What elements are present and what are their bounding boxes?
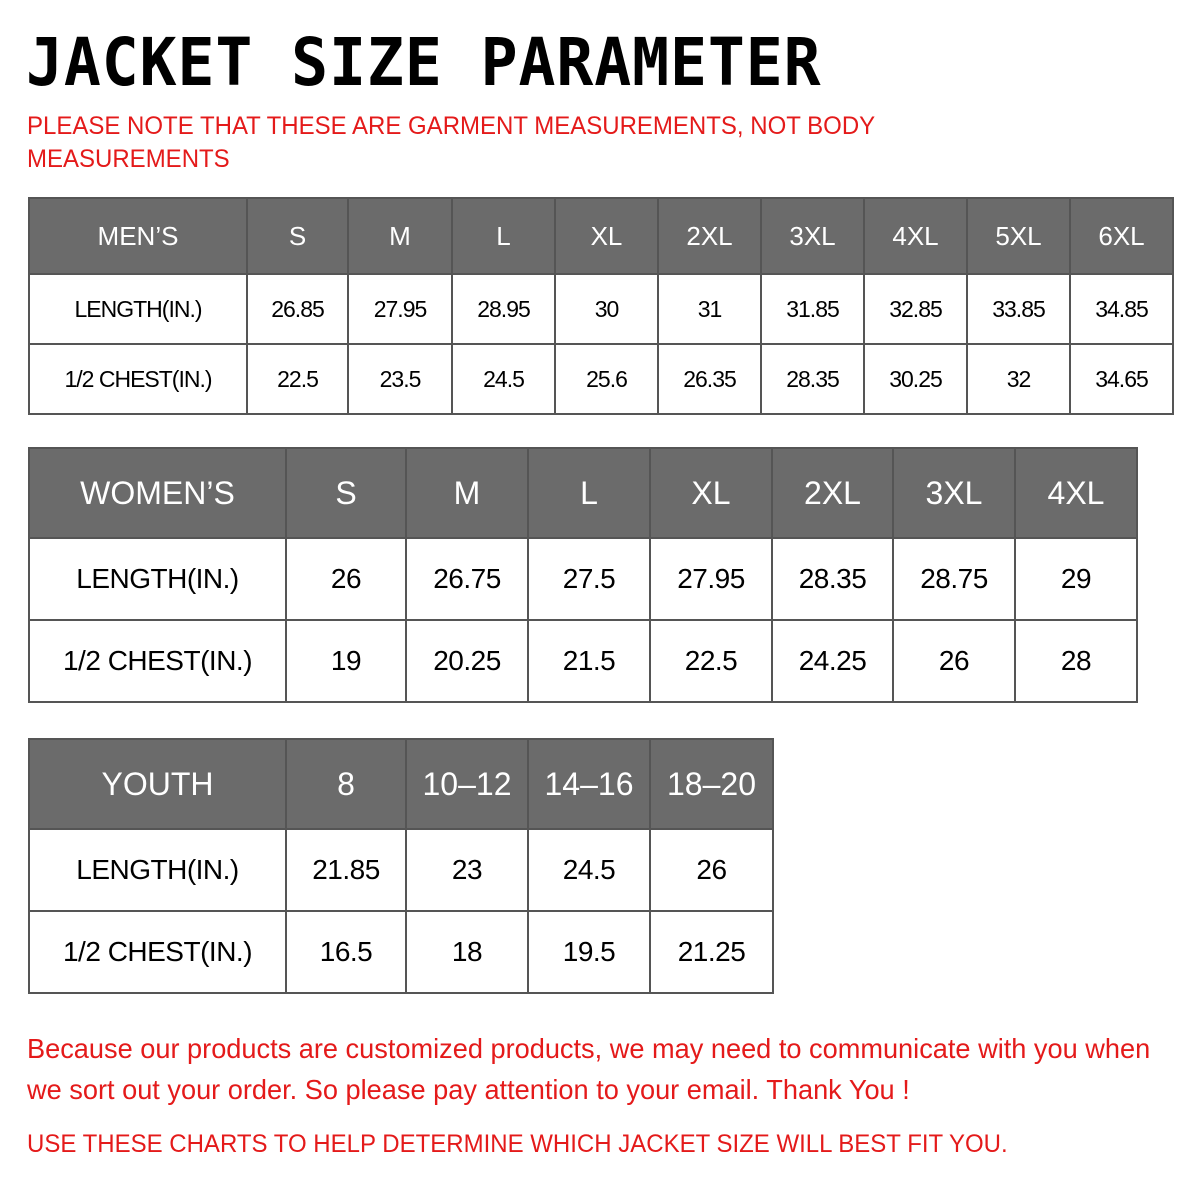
measurement-cell: 21.85 [285,828,407,912]
table-row: 1/2 CHEST(IN.) 19 20.25 21.5 22.5 24.25 26 28 [28,619,1138,703]
size-header: L [451,197,556,275]
measurement-cell: 28 [1014,619,1138,703]
size-header: 10–12 [405,738,529,830]
measurement-cell: 33.85 [966,273,1071,345]
measurement-cell: 28.35 [771,537,894,621]
measurement-cell: 26.75 [405,537,529,621]
measurement-cell: 26.35 [657,343,762,415]
customization-notice: Because our products are customized prod… [27,1033,1151,1105]
size-header: 8 [285,738,407,830]
table-row: LENGTH(IN.) 21.85 23 24.5 26 [28,828,774,912]
row-label: 1/2 CHEST(IN.) [28,343,248,415]
measurement-cell: 22.5 [246,343,349,415]
measurement-cell: 27.5 [527,537,651,621]
table-row: LENGTH(IN.) 26 26.75 27.5 27.95 28.35 28.75 29 [28,537,1138,621]
measurement-cell: 26 [892,619,1016,703]
page-title: JACKET SIZE PARAMETER [26,24,822,101]
size-header: L [527,447,651,539]
table-row: 1/2 CHEST(IN.) 16.5 18 19.5 21.25 [28,910,774,994]
measurement-cell: 34.65 [1069,343,1174,415]
measurement-cell: 28.95 [451,273,556,345]
measurement-cell: 16.5 [285,910,407,994]
table-row: 1/2 CHEST(IN.) 22.5 23.5 24.5 25.6 26.35 28.35… [28,343,1174,415]
youth-size-table: YOUTH 8 10–12 14–16 18–20 LENGTH(IN.) 21.85 23 2… [28,738,774,994]
size-header: 18–20 [649,738,774,830]
size-header: 4XL [863,197,968,275]
measurement-note: PLEASE NOTE THAT THESE ARE GARMENT MEASU… [27,112,875,173]
measurement-cell: 30.25 [863,343,968,415]
size-header: XL [554,197,659,275]
size-guide-notice: USE THESE CHARTS TO HELP DETERMINE WHICH… [27,1130,1008,1158]
measurement-cell: 24.5 [451,343,556,415]
row-label: LENGTH(IN.) [28,273,248,345]
header-row: MEN’S S M L XL 2XL 3XL 4XL 5XL 6XL [28,197,1174,275]
header-row: WOMEN’S S M L XL 2XL 3XL 4XL [28,447,1138,539]
measurement-cell: 25.6 [554,343,659,415]
row-label: 1/2 CHEST(IN.) [28,619,287,703]
measurement-cell: 21.25 [649,910,774,994]
measurement-cell: 19 [285,619,407,703]
size-header: 5XL [966,197,1071,275]
measurement-cell: 27.95 [649,537,773,621]
measurement-cell: 24.25 [771,619,894,703]
category-header: MEN’S [28,197,248,275]
measurement-cell: 28.35 [760,343,865,415]
size-header: S [285,447,407,539]
measurement-cell: 18 [405,910,529,994]
measurement-cell: 20.25 [405,619,529,703]
measurement-cell: 29 [1014,537,1138,621]
size-header: XL [649,447,773,539]
measurement-cell: 30 [554,273,659,345]
measurement-cell: 26 [285,537,407,621]
measurement-cell: 26.85 [246,273,349,345]
size-header: 2XL [657,197,762,275]
size-header: 4XL [1014,447,1138,539]
measurement-cell: 27.95 [347,273,453,345]
measurement-cell: 32 [966,343,1071,415]
size-header: 14–16 [527,738,651,830]
size-header: 3XL [760,197,865,275]
category-header: WOMEN’S [28,447,287,539]
measurement-cell: 31.85 [760,273,865,345]
size-header: 2XL [771,447,894,539]
size-header: 6XL [1069,197,1174,275]
size-header: S [246,197,349,275]
row-label: LENGTH(IN.) [28,537,287,621]
measurement-cell: 34.85 [1069,273,1174,345]
measurement-cell: 23.5 [347,343,453,415]
row-label: LENGTH(IN.) [28,828,287,912]
measurement-cell: 28.75 [892,537,1016,621]
measurement-cell: 26 [649,828,774,912]
row-label: 1/2 CHEST(IN.) [28,910,287,994]
womens-size-table: WOMEN’S S M L XL 2XL 3XL 4XL LENGTH(IN.) 26 26.75 2… [28,447,1138,703]
measurement-cell: 23 [405,828,529,912]
size-header: M [405,447,529,539]
size-header: M [347,197,453,275]
size-header: 3XL [892,447,1016,539]
header-row: YOUTH 8 10–12 14–16 18–20 [28,738,774,830]
mens-size-table: MEN’S S M L XL 2XL 3XL 4XL 5XL 6XL LENGTH(IN.) 26.8… [28,197,1174,415]
measurement-cell: 32.85 [863,273,968,345]
measurement-cell: 21.5 [527,619,651,703]
table-row: LENGTH(IN.) 26.85 27.95 28.95 30 31 31.85 32.85… [28,273,1174,345]
measurement-cell: 31 [657,273,762,345]
category-header: YOUTH [28,738,287,830]
measurement-cell: 19.5 [527,910,651,994]
measurement-cell: 24.5 [527,828,651,912]
measurement-cell: 22.5 [649,619,773,703]
